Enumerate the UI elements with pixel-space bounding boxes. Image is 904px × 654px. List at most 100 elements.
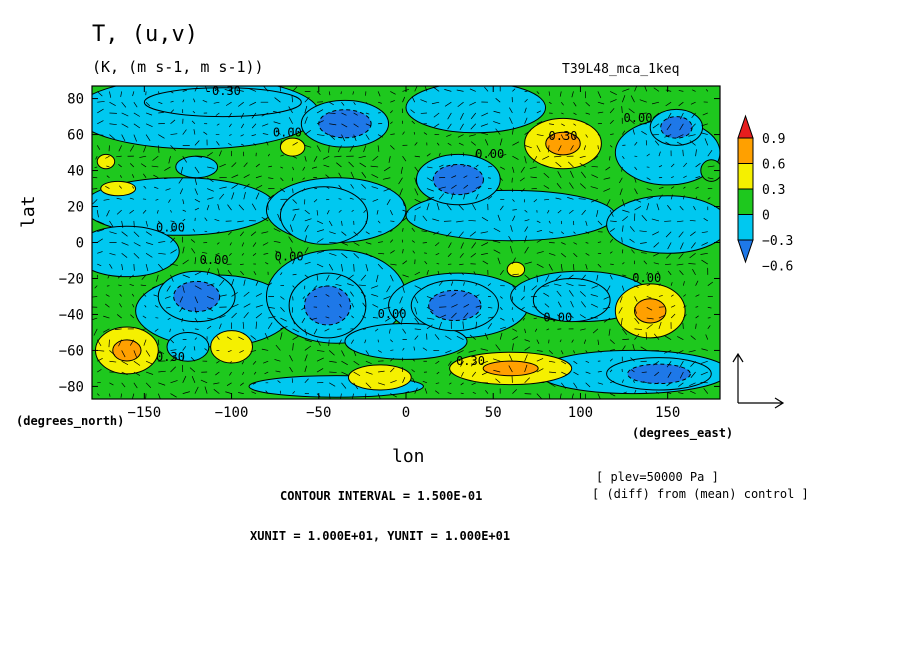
wind-vector [704,138,709,146]
wind-vector [213,382,220,385]
wind-vector [690,123,696,130]
wind-vector [609,339,615,344]
wind-vector [497,257,501,265]
wind-vector [97,229,105,233]
wind-vector [628,108,635,114]
wind-vector [116,197,122,200]
wind-vector [658,151,661,157]
wind-vector [543,185,550,189]
wind-vector [280,188,286,193]
wind-vector [351,315,354,319]
positive-anomaly-core [545,131,581,156]
wind-vector [275,370,281,373]
wind-vector [667,112,672,120]
wind-vector [414,199,422,203]
wind-vector [158,252,166,255]
wind-vector [329,360,337,363]
wind-vector [399,188,403,196]
wind-vector [585,112,591,115]
wind-vector [622,209,630,213]
wind-vector [109,220,114,228]
wind-vector [447,112,452,120]
wind-vector [536,230,543,233]
wind-vector [194,271,202,276]
wind-vector [438,281,443,286]
wind-vector [302,166,306,171]
wind-vector [182,375,187,383]
wind-vector [170,249,177,254]
wind-vector [426,269,429,275]
wind-vector [646,188,653,191]
wind-vector [703,388,709,394]
wind-vector [133,253,140,259]
wind-vector [500,153,507,157]
wind-vector [158,112,164,114]
wind-vector [508,365,513,373]
y-tick-label: 60 [67,128,84,144]
wind-vector [702,112,708,116]
colorbar-segment [737,188,754,215]
wind-vector [94,166,98,169]
wind-vector [329,371,337,373]
wind-vector [129,339,135,346]
wind-vector [329,134,336,140]
wind-vector [683,186,686,189]
wind-vector [451,192,454,200]
wind-vector [365,263,369,272]
wind-vector [349,145,354,152]
wind-vector [472,204,477,211]
wind-vector [634,307,637,314]
positive-anomaly-core [112,339,142,362]
wind-vector [304,156,307,162]
wind-vector [349,197,354,200]
wind-vector [390,367,395,373]
wind-vector [193,346,196,351]
wind-vector [603,317,611,323]
wind-vector [560,382,566,389]
wind-vector [304,365,307,373]
wind-vector [597,220,603,226]
wind-vector [363,145,367,153]
wind-vector [683,314,687,319]
wind-vector [459,253,464,258]
wind-vector [585,252,590,256]
wind-vector [140,328,147,331]
contour-label: 0.00 [475,147,504,161]
wind-vector [634,333,640,340]
wind-vector [292,335,300,340]
wind-vector [451,281,454,286]
wind-vector [347,274,354,280]
wind-vector [402,260,408,265]
wind-vector [579,162,586,168]
wind-vector [619,177,623,184]
wind-vector [95,155,98,160]
wind-vector [524,209,528,213]
wind-vector [216,360,220,364]
wind-vector [621,237,623,243]
wind-vector [414,387,418,394]
wind-vector [568,290,574,297]
wind-vector [597,111,604,114]
wind-vector [546,328,550,331]
wind-vector [170,356,176,362]
wind-vector [158,370,166,373]
wind-vector [170,209,172,213]
wind-vector [240,382,244,386]
wind-vector [707,281,714,286]
wind-vector [554,155,562,158]
wind-vector [207,317,214,320]
wind-vector [524,246,529,254]
wind-vector [292,391,296,394]
wind-vector [352,91,355,95]
wind-vector [678,90,684,92]
wind-vector [422,380,428,384]
wind-vector [480,123,489,127]
wind-vector [92,296,98,298]
wind-vector [495,128,501,135]
wind-vector [592,328,599,334]
wind-vector [251,391,257,394]
wind-vector [422,347,428,351]
wind-vector [215,371,220,376]
wind-vector [238,101,244,107]
wind-vector [371,294,379,297]
